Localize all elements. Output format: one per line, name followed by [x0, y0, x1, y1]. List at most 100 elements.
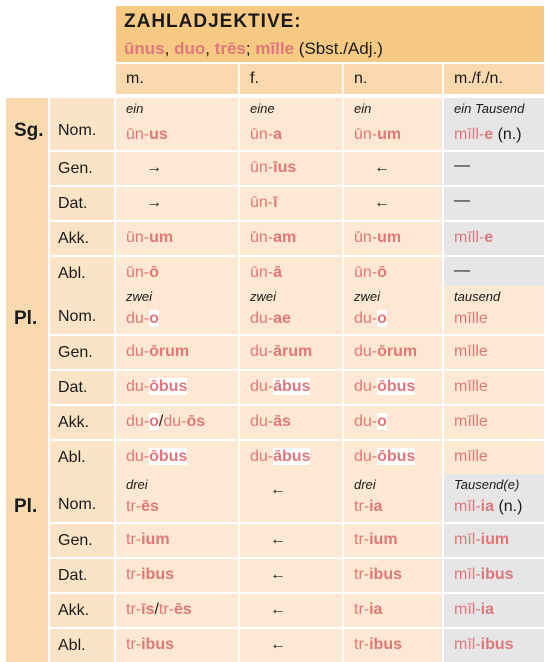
inflected-form: du-o — [126, 310, 159, 328]
inflected-form: du-ās — [250, 413, 291, 431]
stem: du- — [126, 378, 150, 395]
inflected-form: du-o — [354, 413, 387, 431]
ending: ium — [369, 531, 398, 548]
form-cell: ← — [240, 559, 342, 592]
stem: du- — [163, 413, 187, 430]
ending: ibus — [480, 636, 514, 653]
subtitle-part: ūnus — [124, 39, 165, 58]
translation-label: Tausend(e) — [454, 477, 520, 492]
arrow-left-icon: ← — [374, 194, 390, 211]
ending: ia — [480, 601, 494, 618]
form-cell: mīl-ium — [444, 524, 544, 557]
form-cell: tausend mīlle — [444, 286, 544, 334]
case-label: Akk. — [50, 222, 114, 255]
stem: du- — [250, 413, 274, 430]
case-label: Gen. — [50, 152, 114, 185]
inflected-form: ūn-us — [126, 126, 168, 144]
case-label: Nom. — [50, 286, 114, 334]
stem: (n.) — [494, 498, 523, 515]
form-cell: ein ūn-us — [116, 98, 238, 150]
inflected-form: du-ābus — [250, 378, 311, 396]
stem: tr- — [158, 601, 175, 618]
case-label: Gen. — [50, 336, 114, 369]
ending: ōbus — [149, 378, 188, 395]
stem: tr- — [126, 498, 142, 515]
inflected-form: tr-ium — [354, 531, 398, 549]
form-cell: mīl-ia — [444, 594, 544, 627]
form-cell: du-ōbus — [344, 371, 442, 404]
inflected-form: mīlle — [454, 413, 488, 431]
subtitle-part: mīlle — [255, 39, 295, 58]
arrow-left-icon: ← — [270, 636, 286, 653]
ending: ā — [273, 264, 283, 281]
ending: us — [149, 126, 168, 143]
stem: du- — [126, 343, 150, 360]
inflected-form: ūn-am — [250, 229, 296, 247]
form-cell: du-ōrum — [116, 336, 238, 369]
column-header-2: f. — [240, 64, 342, 94]
form-cell: zwei du-o — [344, 286, 442, 334]
form-cell: ūn-ī — [240, 187, 342, 220]
form-cell: tr-īs/tr-ēs — [116, 594, 238, 627]
form-cell: ein Tausend mīll-e (n.) — [444, 98, 544, 150]
ending: ō — [377, 264, 387, 281]
ending: ium — [141, 531, 170, 548]
form-cell: du-ārum — [240, 336, 342, 369]
inflected-form: tr-ia — [354, 601, 382, 619]
form-cell: — — [444, 187, 544, 220]
form-cell: tr-ibus — [344, 559, 442, 592]
stem: mīlle — [454, 413, 488, 430]
ending: um — [377, 126, 402, 143]
inflected-form: du-o/du-ōs — [126, 413, 205, 431]
stem: mīl- — [454, 498, 481, 515]
ending: um — [149, 229, 174, 246]
stem: du- — [250, 343, 274, 360]
form-cell: tr-ium — [116, 524, 238, 557]
stem: mīl- — [454, 531, 481, 548]
translation-label: zwei — [354, 289, 381, 304]
form-cell: ūn-ō — [116, 257, 238, 290]
ending: ia — [369, 498, 383, 515]
ending: ābus — [273, 448, 311, 465]
stem: ūn- — [250, 229, 274, 246]
case-label: Gen. — [50, 524, 114, 557]
stem: tr- — [354, 636, 370, 653]
case-label: Dat. — [50, 559, 114, 592]
case-label: Akk. — [50, 406, 114, 439]
ending: ae — [273, 310, 291, 327]
ending: e — [484, 126, 494, 143]
arrow-left-icon: ← — [270, 531, 286, 548]
form-cell: eine ūn-a — [240, 98, 342, 150]
stem: ūn- — [250, 264, 274, 281]
stem: mīlle — [454, 378, 488, 395]
stem: ūn- — [354, 229, 378, 246]
ending: um — [377, 229, 402, 246]
ending: ōbus — [377, 448, 416, 465]
dash: — — [454, 262, 470, 279]
inflected-form: ūn-ō — [126, 264, 159, 282]
stem: tr- — [126, 531, 142, 548]
inflected-form: du-ōbus — [354, 378, 416, 396]
arrow-left-icon: ← — [374, 159, 390, 176]
form-cell: du-ābus — [240, 441, 342, 474]
stem: ūn- — [126, 264, 150, 281]
ending: ōs — [186, 413, 206, 430]
ending: īs — [141, 601, 155, 618]
case-label: Abl. — [50, 441, 114, 474]
stem: mīlle — [454, 448, 488, 465]
form-cell: mīl-ibus — [444, 629, 544, 662]
form-cell: mīll-e — [444, 222, 544, 255]
stem: du- — [354, 343, 378, 360]
form-cell: ← — [344, 187, 442, 220]
stem: ūn- — [250, 126, 274, 143]
group-label: Pl. — [6, 474, 48, 662]
ending: ibus — [369, 636, 402, 653]
stem: du- — [354, 413, 378, 430]
table-title: ZAHLADJEKTIVE: — [124, 11, 302, 32]
table-subtitle: ūnus, duo, trēs; mīlle (Sbst./Adj.) — [124, 39, 383, 59]
inflected-form: mīl-ia — [454, 601, 494, 619]
form-cell: ← — [240, 594, 342, 627]
case-label: Akk. — [50, 594, 114, 627]
inflected-form: du-ōrum — [126, 343, 189, 361]
stem: tr- — [126, 601, 142, 618]
